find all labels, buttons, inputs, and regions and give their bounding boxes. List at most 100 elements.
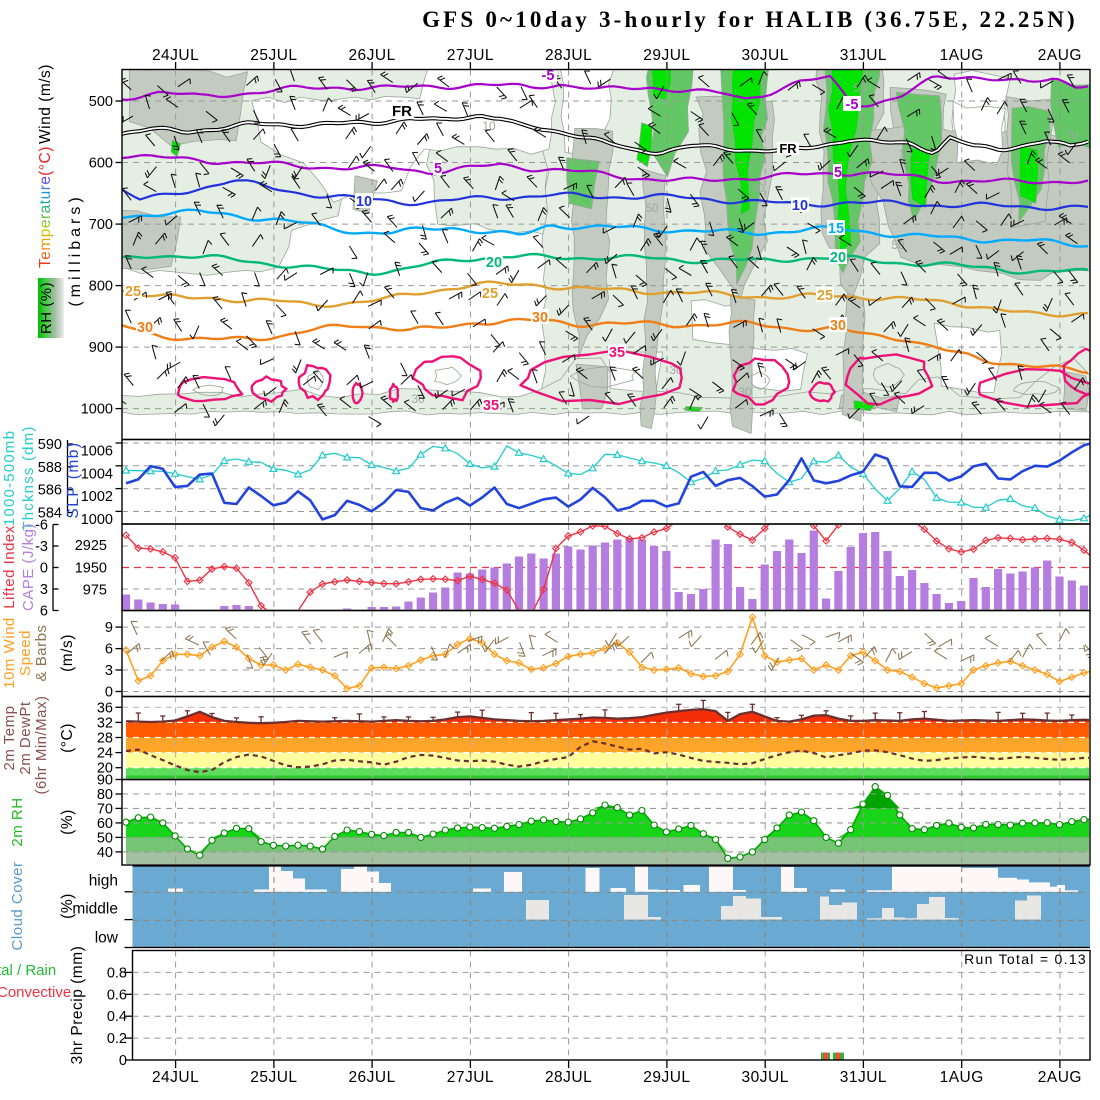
svg-text:30: 30 xyxy=(830,318,846,334)
svg-text:(6hr Min/Max): (6hr Min/Max) xyxy=(33,695,50,794)
svg-text:30: 30 xyxy=(137,320,153,336)
svg-text:-6: -6 xyxy=(35,518,48,534)
svg-text:20: 20 xyxy=(830,250,846,266)
svg-text:30JUL: 30JUL xyxy=(742,1069,789,1086)
svg-text:-5: -5 xyxy=(846,97,859,113)
svg-text:6: 6 xyxy=(40,604,48,620)
svg-text:2AUG: 2AUG xyxy=(1038,47,1082,64)
svg-text:high: high xyxy=(89,873,118,890)
svg-text:31JUL: 31JUL xyxy=(840,47,887,64)
svg-text:-3: -3 xyxy=(35,539,48,555)
svg-text:CAPE (J/kg): CAPE (J/kg) xyxy=(20,523,37,611)
svg-text:1AUG: 1AUG xyxy=(940,1069,984,1086)
svg-text:& Barbs: & Barbs xyxy=(33,625,50,682)
svg-text:10m Wind: 10m Wind xyxy=(1,617,18,689)
svg-text:(%): (%) xyxy=(59,893,76,919)
svg-text:(m/s): (m/s) xyxy=(59,634,76,672)
svg-text:584: 584 xyxy=(38,506,62,522)
svg-text:(°C): (°C) xyxy=(37,146,54,176)
svg-text:1004: 1004 xyxy=(81,466,113,482)
svg-text:(%): (%) xyxy=(59,809,76,835)
svg-text:FR: FR xyxy=(779,141,797,156)
svg-text:FR: FR xyxy=(392,103,412,120)
svg-text:0.8: 0.8 xyxy=(107,965,127,981)
svg-text:40: 40 xyxy=(97,845,113,861)
svg-text:Speed: Speed xyxy=(17,630,34,676)
svg-text:36: 36 xyxy=(97,700,113,716)
svg-text:27JUL: 27JUL xyxy=(447,47,494,64)
svg-text:Cloud Cover: Cloud Cover xyxy=(9,862,26,951)
svg-text:5: 5 xyxy=(834,165,842,181)
svg-text:Thcknss (dm): Thcknss (dm) xyxy=(20,425,37,530)
svg-text:975: 975 xyxy=(83,583,107,599)
svg-text:3hr Precip (mm): 3hr Precip (mm) xyxy=(69,946,86,1065)
svg-text:5: 5 xyxy=(434,161,442,177)
svg-text:586: 586 xyxy=(38,483,62,499)
svg-text:1000-500mb: 1000-500mb xyxy=(1,430,18,526)
svg-text:0: 0 xyxy=(40,561,48,577)
svg-text:6: 6 xyxy=(105,642,113,658)
svg-text:28: 28 xyxy=(97,731,113,747)
svg-text:2AUG: 2AUG xyxy=(1038,1069,1082,1086)
svg-text:SLP (mb): SLP (mb) xyxy=(65,441,82,518)
svg-text:32: 32 xyxy=(97,715,113,731)
svg-text:2m Temp: 2m Temp xyxy=(1,706,18,771)
svg-text:20: 20 xyxy=(97,761,113,777)
svg-text:28JUL: 28JUL xyxy=(545,47,592,64)
svg-text:Lifted Index: Lifted Index xyxy=(1,525,18,609)
svg-text:588: 588 xyxy=(38,460,62,476)
svg-text:30: 30 xyxy=(669,363,683,377)
svg-text:24: 24 xyxy=(97,746,113,762)
svg-text:Wind (m/s): Wind (m/s) xyxy=(37,64,54,144)
svg-text:29JUL: 29JUL xyxy=(643,1069,690,1086)
svg-text:0.2: 0.2 xyxy=(107,1031,127,1047)
svg-text:Convective: Convective xyxy=(0,984,71,1001)
svg-text:1000: 1000 xyxy=(81,402,113,418)
svg-text:26JUL: 26JUL xyxy=(348,47,395,64)
svg-text:24JUL: 24JUL xyxy=(152,47,199,64)
svg-text:2925: 2925 xyxy=(75,538,107,554)
svg-text:590: 590 xyxy=(38,437,62,453)
svg-text:30JUL: 30JUL xyxy=(742,47,789,64)
svg-text:600: 600 xyxy=(89,156,113,172)
svg-text:0: 0 xyxy=(119,1053,127,1069)
svg-text:28JUL: 28JUL xyxy=(545,1069,592,1086)
svg-text:tal / Rain: tal / Rain xyxy=(0,962,56,979)
svg-text:low: low xyxy=(95,930,119,947)
svg-text:25JUL: 25JUL xyxy=(250,47,297,64)
svg-text:3: 3 xyxy=(40,582,48,598)
svg-text:30: 30 xyxy=(532,310,548,326)
svg-text:50: 50 xyxy=(645,201,659,215)
svg-text:1002: 1002 xyxy=(81,489,113,505)
svg-text:2m RH: 2m RH xyxy=(9,797,26,846)
svg-text:700: 700 xyxy=(89,217,113,233)
svg-text:1AUG: 1AUG xyxy=(940,47,984,64)
svg-text:800: 800 xyxy=(89,279,113,295)
svg-text:1000: 1000 xyxy=(81,512,113,528)
svg-text:1006: 1006 xyxy=(81,444,113,460)
svg-text:24JUL: 24JUL xyxy=(152,1069,199,1086)
svg-text:50: 50 xyxy=(891,238,905,252)
svg-text:80: 80 xyxy=(97,787,113,803)
svg-text:RH (%): RH (%) xyxy=(38,282,55,334)
svg-text:30: 30 xyxy=(751,181,765,195)
svg-text:20: 20 xyxy=(486,255,502,271)
svg-text:29JUL: 29JUL xyxy=(643,47,690,64)
svg-text:GFS 0~10day 3-hourly for HALIB: GFS 0~10day 3-hourly for HALIB (36.75E, … xyxy=(422,7,1078,32)
svg-text:70: 70 xyxy=(97,801,113,817)
svg-text:35: 35 xyxy=(609,345,625,361)
svg-text:Run Total = 0.13: Run Total = 0.13 xyxy=(964,951,1087,967)
svg-text:50: 50 xyxy=(97,830,113,846)
svg-text:900: 900 xyxy=(89,340,113,356)
svg-text:25: 25 xyxy=(125,284,141,300)
svg-text:Temperature: Temperature xyxy=(37,175,54,268)
svg-text:0: 0 xyxy=(105,685,113,701)
svg-text:27JUL: 27JUL xyxy=(447,1069,494,1086)
svg-text:0.6: 0.6 xyxy=(107,987,127,1003)
svg-text:10: 10 xyxy=(898,147,912,161)
svg-text:500: 500 xyxy=(89,94,113,110)
svg-text:9: 9 xyxy=(105,620,113,636)
svg-text:25: 25 xyxy=(817,288,833,304)
svg-text:(°C): (°C) xyxy=(59,723,76,753)
svg-text:35: 35 xyxy=(483,398,499,414)
